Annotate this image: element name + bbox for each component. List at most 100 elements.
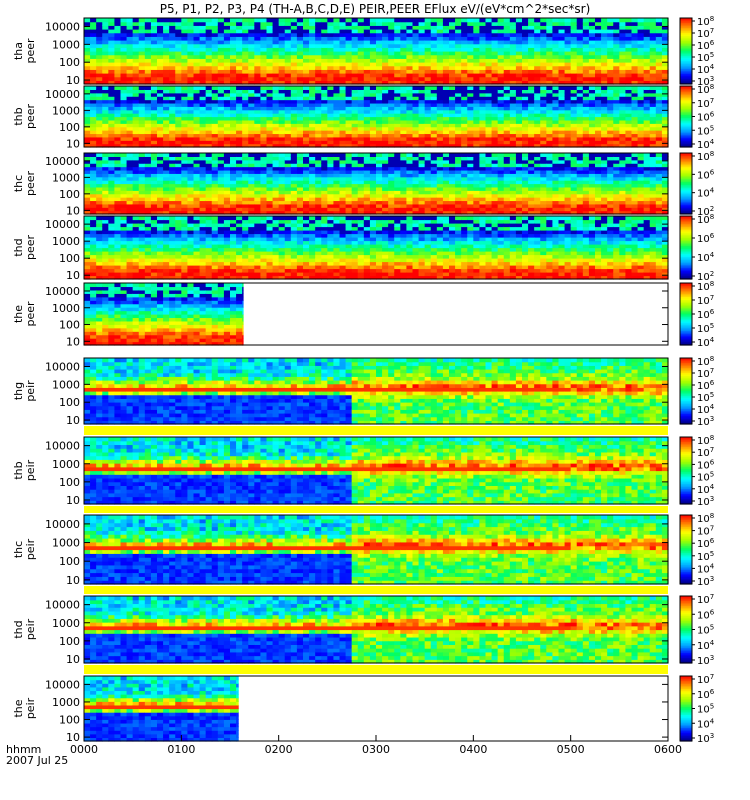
spectrogram-cell <box>661 136 669 141</box>
spectrogram-cell <box>412 65 420 70</box>
spectrogram-cell <box>515 183 523 188</box>
spectrogram-cell <box>509 186 517 191</box>
colorbar-cell <box>680 72 692 75</box>
spectrogram-cell <box>442 173 450 178</box>
spectrogram-cell <box>211 193 219 198</box>
spectrogram-cell <box>132 116 140 121</box>
spectrogram-cell <box>582 32 590 37</box>
spectrogram-cell <box>655 58 663 63</box>
spectrogram-cell <box>661 62 669 67</box>
spectrogram-cell <box>382 65 389 70</box>
spectrogram-cell <box>223 92 231 97</box>
spectrogram-cell <box>132 32 140 37</box>
spectrogram-cell <box>90 54 97 59</box>
spectrogram-cell <box>278 113 286 118</box>
spectrogram-cell <box>260 65 268 70</box>
spectrogram-cell <box>376 133 383 138</box>
spectrogram-cell <box>528 113 535 118</box>
spectrogram-cell <box>303 153 310 157</box>
spectrogram-cell <box>461 86 468 90</box>
spectrogram-cell <box>309 58 316 63</box>
spectrogram-cell <box>260 86 268 90</box>
spectrogram-cell <box>126 197 134 202</box>
spectrogram-cell <box>509 43 517 48</box>
spectrogram-cell <box>309 62 316 67</box>
spectrogram-cell <box>230 197 237 202</box>
spectrogram-cell <box>436 173 444 178</box>
spectrogram-cell <box>157 190 164 195</box>
spectrogram-cell <box>436 190 444 195</box>
spectrogram-cell <box>661 58 669 63</box>
spectrogram-cell <box>333 62 341 67</box>
spectrogram-cell <box>515 65 523 70</box>
spectrogram-cell <box>491 58 499 63</box>
spectrogram-cell <box>157 76 164 81</box>
spectrogram-cell <box>102 153 109 157</box>
spectrogram-cell <box>84 133 91 138</box>
spectrogram-cell <box>211 203 219 208</box>
spectrogram-cell <box>181 99 189 104</box>
spectrogram-cell <box>150 210 158 215</box>
spectrogram-cell <box>132 210 140 215</box>
spectrogram-cell <box>114 159 122 164</box>
spectrogram-cell <box>418 200 426 205</box>
spectrogram-cell <box>266 133 274 138</box>
spectrogram-cell <box>522 159 529 164</box>
spectrogram-cell <box>503 51 511 56</box>
spectrogram-cell <box>260 123 268 128</box>
spectrogram-cell <box>376 169 383 174</box>
spectrogram-cell <box>102 159 109 164</box>
spectrogram-cell <box>534 65 541 70</box>
spectrogram-cell <box>503 21 511 26</box>
spectrogram-cell <box>376 130 383 135</box>
spectrogram-cell <box>102 143 109 148</box>
spectrogram-cell <box>522 106 529 111</box>
spectrogram-cell <box>132 123 140 128</box>
spectrogram-cell <box>534 126 541 131</box>
spectrogram-cell <box>223 123 231 128</box>
spectrogram-cell <box>522 76 529 81</box>
spectrogram-cell <box>163 62 170 67</box>
spectrogram-cell <box>363 176 371 181</box>
spectrogram-cell <box>449 80 456 85</box>
spectrogram-cell <box>643 102 651 107</box>
spectrogram-cell <box>503 25 511 30</box>
spectrogram-cell <box>388 183 395 188</box>
spectrogram-cell <box>169 136 176 141</box>
spectrogram-cell <box>406 116 414 121</box>
spectrogram-cell <box>357 180 365 185</box>
spectrogram-cell <box>515 43 523 48</box>
spectrogram-cell <box>467 18 474 23</box>
spectrogram-cell <box>357 197 365 202</box>
spectrogram-cell <box>625 65 633 70</box>
spectrogram-cell <box>369 130 377 135</box>
spectrogram-cell <box>388 99 395 104</box>
spectrogram-cell <box>266 62 274 67</box>
spectrogram-cell <box>90 102 97 107</box>
spectrogram-cell <box>503 200 511 205</box>
spectrogram-cell <box>260 140 268 145</box>
spectrogram-cell <box>90 193 97 198</box>
spectrogram-cell <box>284 156 292 161</box>
spectrogram-cell <box>436 99 444 104</box>
spectrogram-cell <box>84 102 91 107</box>
spectrogram-cell <box>430 183 438 188</box>
spectrogram-cell <box>199 169 207 174</box>
spectrogram-cell <box>619 21 627 26</box>
spectrogram-cell <box>163 116 170 121</box>
spectrogram-cell <box>546 58 554 63</box>
spectrogram-cell <box>455 102 462 107</box>
spectrogram-cell <box>376 89 383 94</box>
spectrogram-cell <box>357 86 365 90</box>
spectrogram-cell <box>327 51 335 56</box>
spectrogram-cell <box>382 159 389 164</box>
spectrogram-cell <box>248 21 255 26</box>
spectrogram-cell <box>205 176 213 181</box>
colorbar-cell <box>680 89 692 92</box>
spectrogram-cell <box>187 190 195 195</box>
spectrogram-cell <box>546 102 554 107</box>
spectrogram-cell <box>169 153 176 157</box>
spectrogram-cell <box>485 80 493 85</box>
spectrogram-cell <box>649 89 657 94</box>
